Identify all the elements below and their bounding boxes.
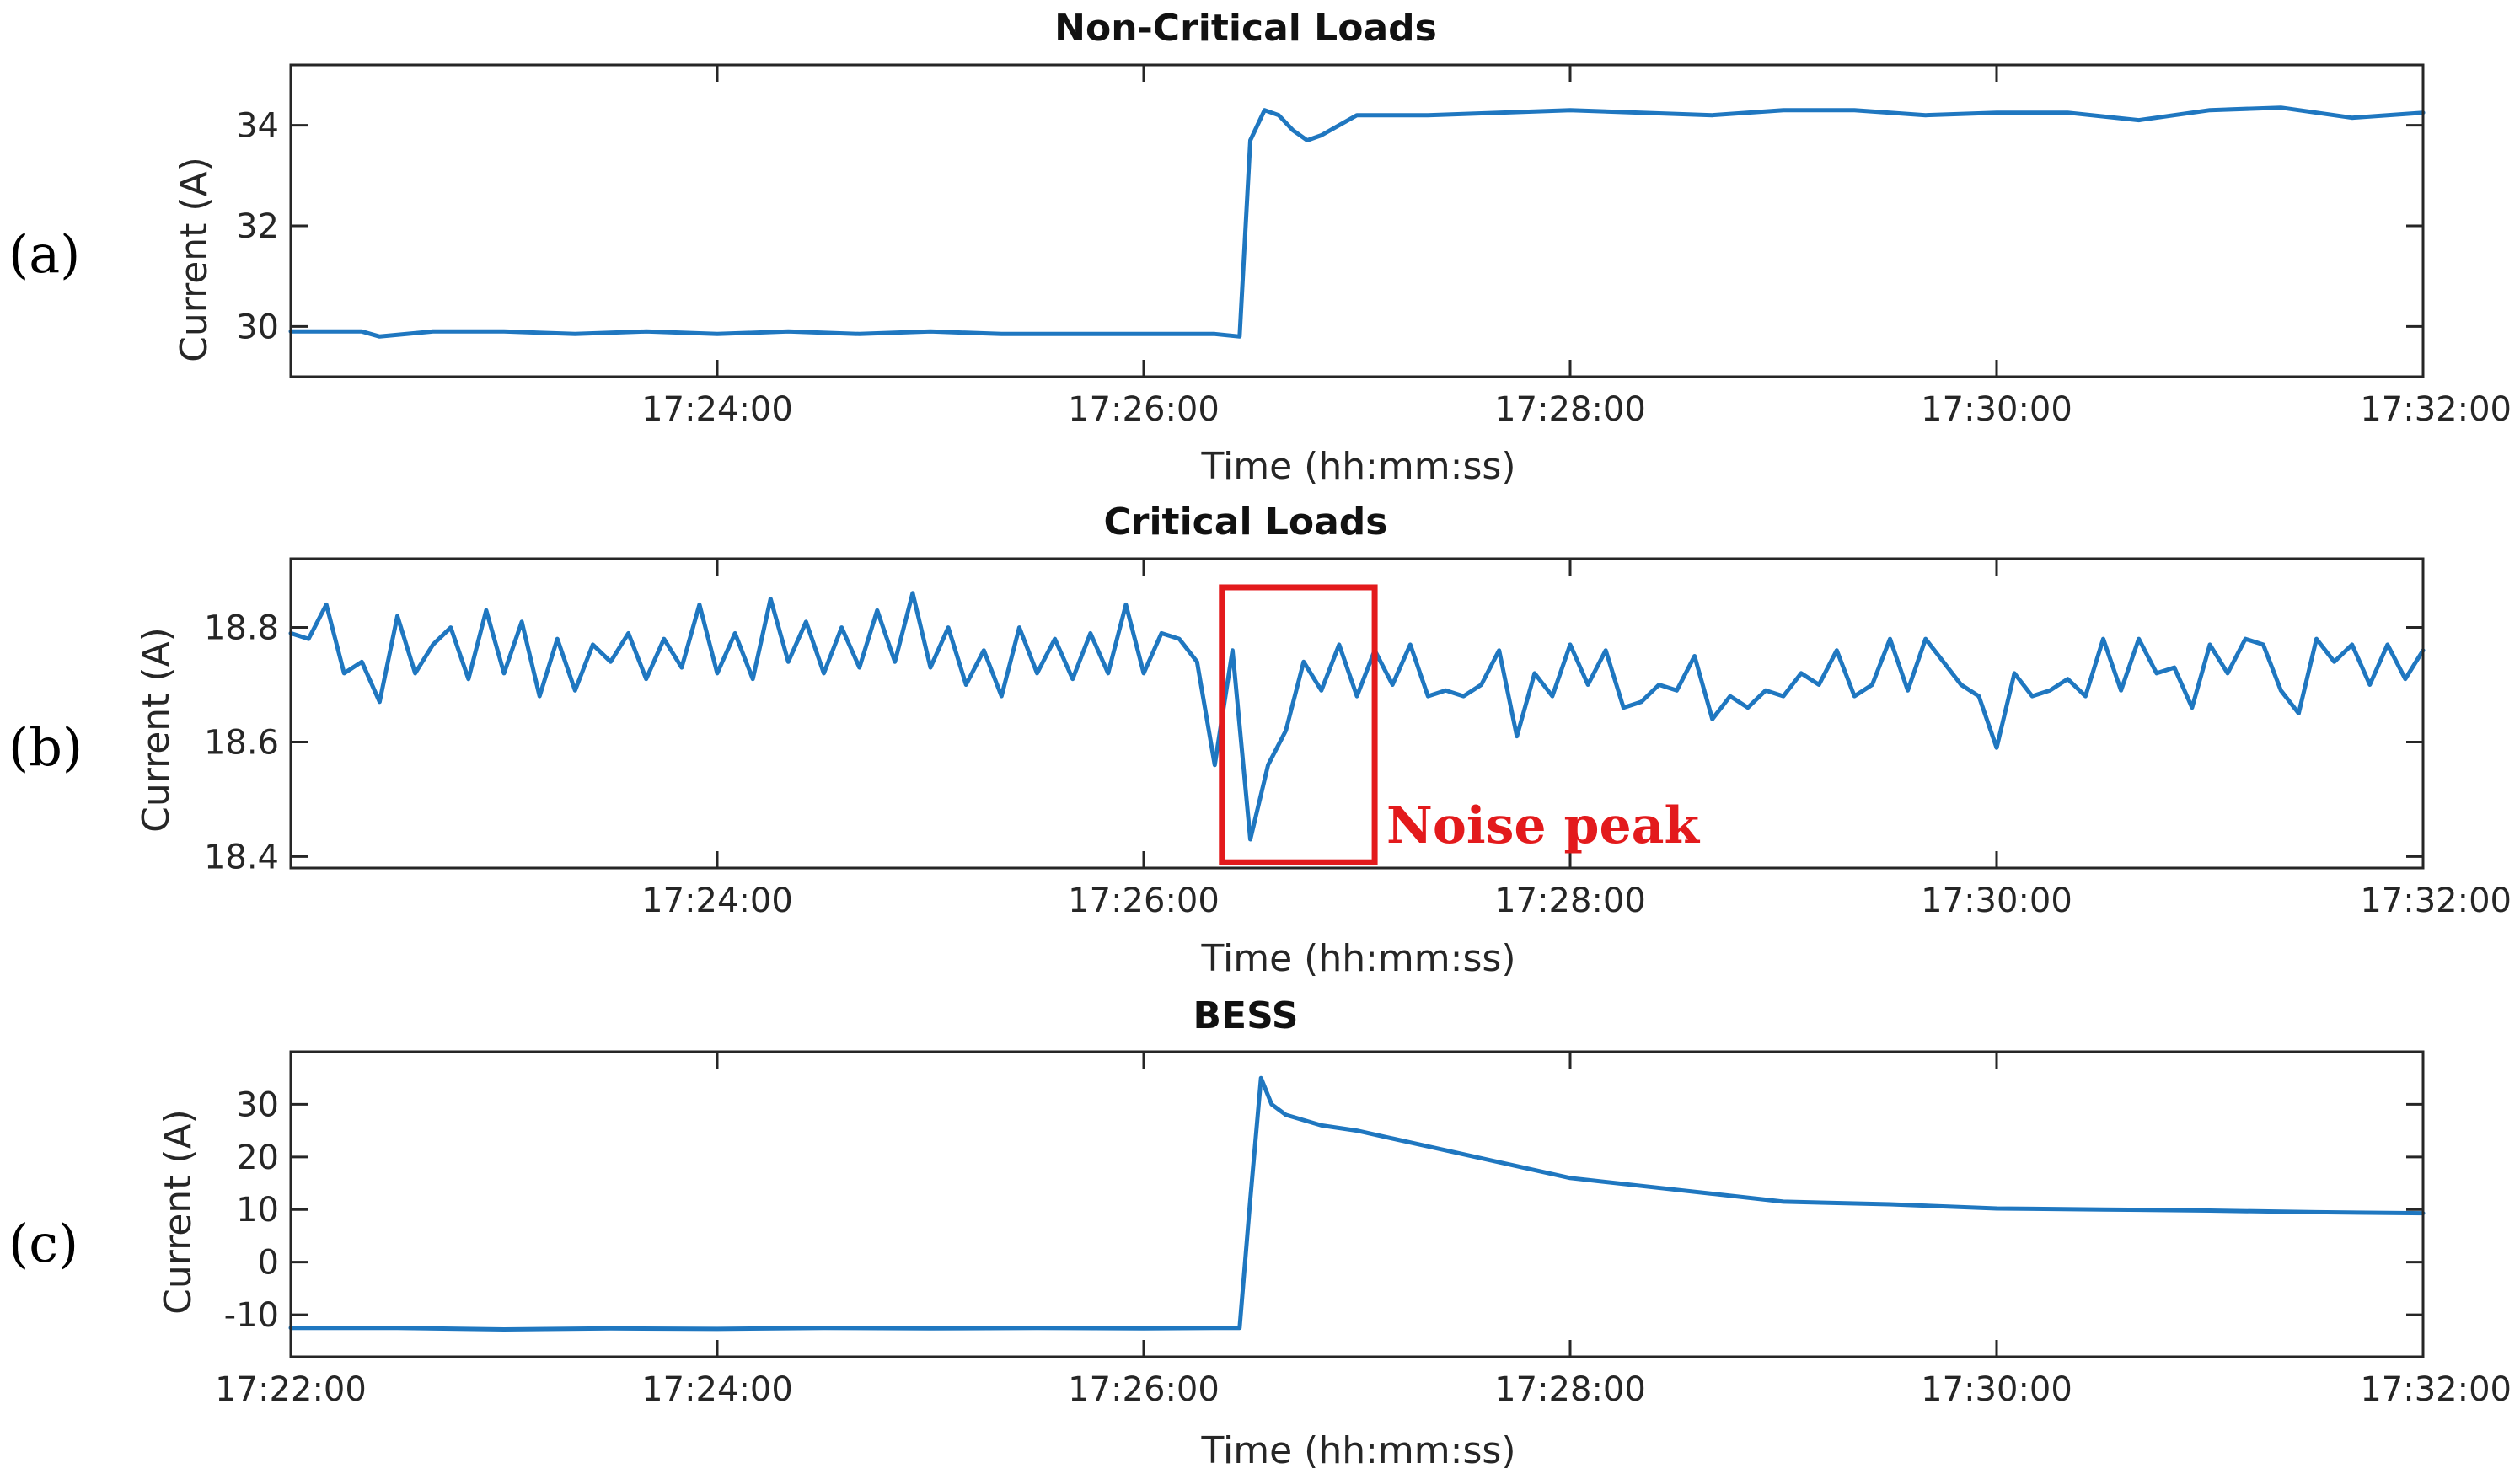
plot-frame — [289, 1050, 2425, 1358]
plot-frame — [289, 557, 2425, 870]
y-tick-label: 32 — [236, 207, 279, 246]
x-tick-group: 17:22:00 17:24:00 17:26:00 17:28:00 17:30:00… — [215, 1052, 2512, 1409]
x-tick-label: 17:26:00 — [1068, 1370, 1220, 1409]
x-tick-label: 17:32:00 — [2360, 882, 2512, 920]
x-tick-label: 17:28:00 — [1494, 882, 1646, 920]
chart-title: Non-Critical Loads — [1054, 7, 1437, 50]
panel-bess: (c) BESS Current (A) Time (hh:mm:ss) -10… — [8, 994, 2512, 1472]
y-tick-label: 18.8 — [204, 609, 279, 648]
y-axis-label: Current (A) — [173, 157, 216, 362]
y-tick-group: -10 0 10 20 30 — [224, 1085, 2423, 1335]
x-tick-label: 17:26:00 — [1068, 390, 1220, 429]
series-line — [288, 105, 2426, 339]
y-tick-label: 30 — [236, 308, 279, 346]
panel-critical-loads: (b) Critical Loads Current (A) Time (hh:… — [8, 501, 2512, 980]
x-tick-label: 17:28:00 — [1494, 1370, 1646, 1409]
x-tick-label: 17:26:00 — [1068, 882, 1220, 920]
chart-title: Critical Loads — [1103, 501, 1387, 544]
panel-label: (a) — [8, 223, 80, 285]
y-tick-label: 34 — [236, 107, 279, 146]
x-tick-label: 17:24:00 — [641, 1370, 793, 1409]
y-tick-group: 18.4 18.6 18.8 — [204, 609, 2423, 876]
x-axis-label: Time (hh:mm:ss) — [1201, 445, 1516, 488]
noise-peak-box — [1219, 584, 1378, 865]
series-line — [288, 1075, 2426, 1332]
panel-label: (b) — [8, 716, 83, 778]
panel-non-critical-loads: (a) Non-Critical Loads Current (A) Time … — [8, 7, 2512, 488]
x-axis-label: Time (hh:mm:ss) — [1201, 937, 1516, 980]
y-axis-label: Current (A) — [157, 1109, 200, 1315]
panel-label: (c) — [8, 1213, 78, 1274]
x-tick-label: 17:24:00 — [641, 390, 793, 429]
y-tick-label: 18.6 — [204, 723, 279, 762]
y-tick-group: 30 32 34 — [236, 107, 2423, 346]
y-axis-label: Current (A) — [135, 627, 178, 833]
x-tick-label: 17:28:00 — [1494, 390, 1646, 429]
x-tick-group: 17:24:00 17:26:00 17:28:00 17:30:00 17:32:00 — [641, 65, 2512, 429]
chart-title: BESS — [1193, 994, 1299, 1037]
x-tick-label: 17:24:00 — [641, 882, 793, 920]
plot-frame — [289, 63, 2425, 378]
y-tick-label: 10 — [236, 1191, 279, 1230]
x-tick-label: 17:22:00 — [215, 1370, 367, 1409]
x-tick-group: 17:24:00 17:26:00 17:28:00 17:30:00 17:32:00 — [641, 559, 2512, 920]
series-line — [288, 591, 2426, 842]
noise-peak-label: Noise peak — [1386, 796, 1701, 855]
y-tick-label: -10 — [224, 1296, 279, 1335]
x-tick-label: 17:32:00 — [2360, 390, 2512, 429]
y-tick-label: 0 — [258, 1244, 279, 1283]
y-tick-label: 18.4 — [204, 838, 279, 876]
x-tick-label: 17:30:00 — [1921, 1370, 2072, 1409]
y-tick-label: 30 — [236, 1085, 279, 1124]
y-tick-label: 20 — [236, 1139, 279, 1177]
x-axis-label: Time (hh:mm:ss) — [1201, 1429, 1516, 1472]
x-tick-label: 17:32:00 — [2360, 1370, 2512, 1409]
x-tick-label: 17:30:00 — [1921, 882, 2072, 920]
x-tick-label: 17:30:00 — [1921, 390, 2072, 429]
